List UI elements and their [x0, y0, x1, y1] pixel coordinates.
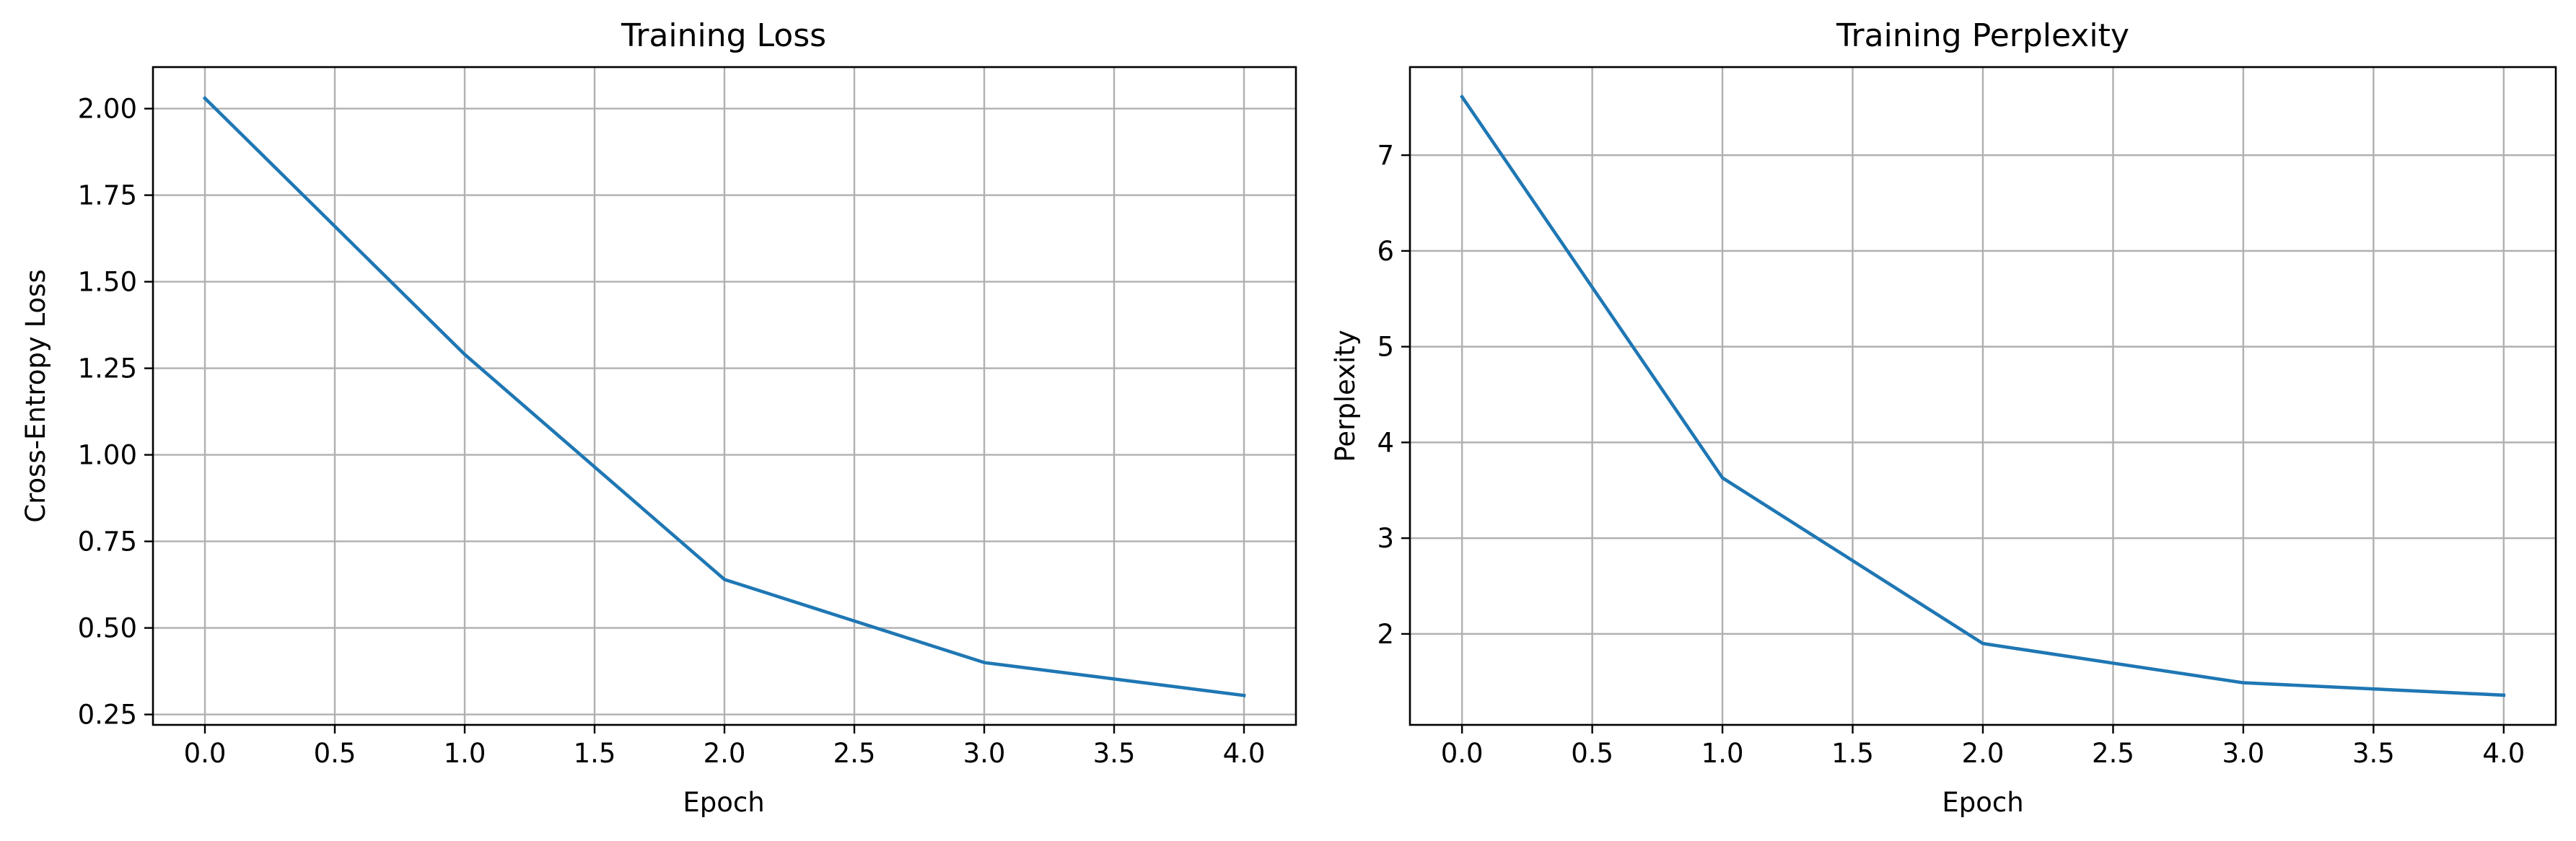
loss-y-tick-label: 1.75: [78, 180, 137, 211]
perplexity-series: [1460, 94, 2506, 697]
loss-y-tick-label: 1.00: [78, 440, 137, 471]
loss-y-tick-label: 1.50: [78, 267, 137, 298]
loss-y-tick-label: 0.75: [78, 527, 137, 558]
loss-x-tick-label: 1.5: [574, 738, 616, 769]
loss-x-tick-label: 0.5: [314, 738, 356, 769]
perplexity-x-tick-label: 1.5: [1831, 738, 1874, 769]
loss-ticks: 0.0 0.5 1.0 1.5 2.0 2.5 3.0 3.5 4.0 0.25 0.50 0.75 1…: [78, 94, 1266, 769]
loss-x-tick-label: 2.5: [833, 738, 876, 769]
loss-y-tick-label: 0.50: [78, 613, 137, 644]
perplexity-y-tick-label: 2: [1377, 619, 1394, 650]
perplexity-y-axis-label: Perplexity: [1330, 330, 1361, 462]
perplexity-y-tick-label: 5: [1377, 332, 1394, 363]
loss-x-tick-label: 2.0: [704, 738, 746, 769]
loss-x-tick-label: 3.5: [1093, 738, 1136, 769]
loss-y-tick-label: 1.25: [78, 353, 137, 384]
perplexity-x-tick-label: 2.0: [1962, 738, 2005, 769]
perplexity-grid: [1410, 67, 2556, 725]
perplexity-x-tick-label: 0.5: [1571, 738, 1613, 769]
perplexity-y-tick-label: 3: [1377, 523, 1394, 554]
perplexity-series-line: [1460, 94, 2506, 697]
loss-x-tick-label: 1.0: [444, 738, 486, 769]
loss-y-tick-label: 2.00: [78, 94, 137, 125]
perplexity-x-tick-label: 3.0: [2222, 738, 2264, 769]
loss-series-line: [202, 95, 1246, 697]
loss-plot-frame: [152, 66, 1297, 726]
perplexity-y-tick-label: 4: [1377, 427, 1394, 458]
perplexity-x-tick-label: 2.5: [2092, 738, 2134, 769]
perplexity-y-tick-label: 7: [1377, 140, 1394, 171]
loss-x-tick-label: 4.0: [1223, 738, 1266, 769]
perplexity-ticks: 0.0 0.5 1.0 1.5 2.0 2.5 3.0 3.5 4.0 2 3 4 5 6 7: [1377, 140, 2525, 769]
perplexity-chart-panel: Training Perplexity 0.0 0.5 1.0 1.5 2.0 2.5 3.…: [1330, 17, 2557, 818]
perplexity-x-tick-label: 4.0: [2482, 738, 2525, 769]
perplexity-y-tick-label: 6: [1377, 236, 1394, 267]
loss-chart-title: Training Loss: [621, 17, 826, 54]
loss-series: [202, 95, 1246, 697]
loss-x-tick-label: 3.0: [963, 738, 1006, 769]
loss-x-axis-label: Epoch: [683, 787, 764, 818]
perplexity-x-tick-label: 3.5: [2352, 738, 2395, 769]
loss-y-tick-label: 0.25: [78, 700, 137, 731]
perplexity-plot-frame: [1409, 66, 2557, 726]
perplexity-chart-title: Training Perplexity: [1836, 17, 2129, 54]
perplexity-x-axis-label: Epoch: [1942, 787, 2023, 818]
loss-y-axis-label: Cross-Entropy Loss: [20, 269, 51, 522]
loss-chart-panel: Training Loss 0.0 0.5 1.0 1.5 2.0 2.5 3.0 3.5 4.…: [20, 17, 1297, 818]
perplexity-x-tick-label: 0.0: [1441, 738, 1484, 769]
loss-grid: [153, 67, 1296, 725]
loss-x-tick-label: 0.0: [184, 738, 227, 769]
perplexity-x-tick-label: 1.0: [1701, 738, 1744, 769]
